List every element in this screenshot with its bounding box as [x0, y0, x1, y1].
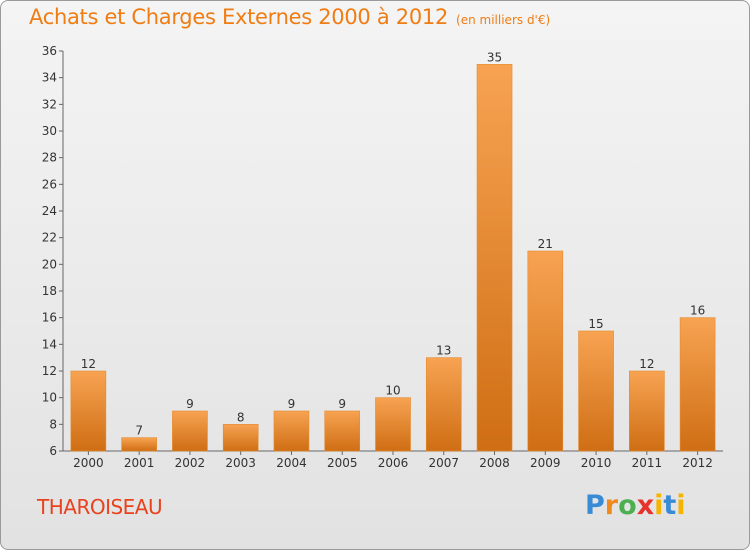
bar[interactable]	[70, 370, 107, 452]
bar-value-label: 9	[338, 397, 346, 411]
x-tick-label: 2003	[225, 456, 256, 470]
bar-value-label: 9	[186, 397, 194, 411]
x-tick-label: 2000	[73, 456, 104, 470]
x-tick-label: 2002	[175, 456, 206, 470]
bar-value-label: 35	[487, 50, 502, 64]
y-tick-label: 26	[42, 177, 57, 191]
x-tick-label: 2006	[378, 456, 409, 470]
bar[interactable]	[578, 330, 614, 452]
bar-value-label: 8	[237, 410, 245, 424]
bar-value-label: 10	[385, 384, 400, 398]
bar[interactable]	[679, 317, 716, 452]
bar-value-label: 16	[690, 304, 705, 318]
bar[interactable]	[629, 370, 665, 452]
x-tick-label: 2011	[632, 456, 663, 470]
x-tick-label: 2001	[124, 456, 155, 470]
bar[interactable]	[324, 410, 361, 452]
y-tick-label: 30	[42, 124, 57, 138]
x-tick-label: 2005	[327, 456, 358, 470]
bar[interactable]	[476, 64, 513, 452]
y-tick-label: 8	[49, 417, 57, 431]
x-tick-label: 2004	[276, 456, 307, 470]
y-tick-label: 20	[42, 257, 57, 271]
bar[interactable]	[172, 410, 208, 452]
y-tick-label: 34	[42, 71, 57, 85]
bar-value-label: 12	[639, 357, 654, 371]
proxiti-logo[interactable]: Proxiti	[585, 490, 686, 521]
place-name: THAROISEAU	[37, 495, 163, 519]
y-tick-label: 6	[49, 444, 57, 458]
bar[interactable]	[273, 410, 310, 452]
bar-value-label: 9	[288, 397, 296, 411]
bar[interactable]	[121, 437, 157, 452]
y-tick-label: 18	[42, 284, 57, 298]
bar-value-label: 15	[588, 317, 603, 331]
bar[interactable]	[527, 250, 564, 452]
bars: 12 7 9 8 9 9 10 13 35 21 15 12 16	[70, 50, 716, 452]
bar-value-label: 13	[436, 344, 451, 358]
y-tick-label: 32	[42, 97, 57, 111]
bar-value-label: 21	[538, 237, 553, 251]
bar[interactable]	[375, 397, 411, 452]
x-tick-label: 2012	[682, 456, 713, 470]
bar[interactable]	[425, 357, 462, 452]
y-tick-label: 16	[42, 311, 57, 325]
y-tick-label: 12	[42, 364, 57, 378]
bar[interactable]	[222, 424, 259, 452]
x-tick-label: 2007	[428, 456, 459, 470]
y-tick-label: 10	[42, 391, 57, 405]
y-tick-label: 14	[42, 337, 57, 351]
x-tick-label: 2008	[479, 456, 510, 470]
bar-value-label: 7	[135, 424, 143, 438]
chart-title-text: Achats et Charges Externes 2000 à 2012	[29, 5, 449, 29]
y-tick-label: 28	[42, 151, 57, 165]
y-tick-label: 22	[42, 231, 57, 245]
y-tick-label: 24	[42, 204, 57, 218]
y-tick-label: 36	[42, 44, 57, 58]
x-tick-label: 2010	[581, 456, 612, 470]
chart-title: Achats et Charges Externes 2000 à 2012 (e…	[29, 5, 550, 29]
chart-subtitle: (en milliers d'€)	[456, 13, 551, 27]
x-tick-label: 2009	[530, 456, 561, 470]
axes: 6 8 10 12 14 16 18 20 22 24 26 28 30 32 34 36 2000 2001 20…	[42, 44, 723, 470]
bar-value-label: 12	[81, 357, 96, 371]
